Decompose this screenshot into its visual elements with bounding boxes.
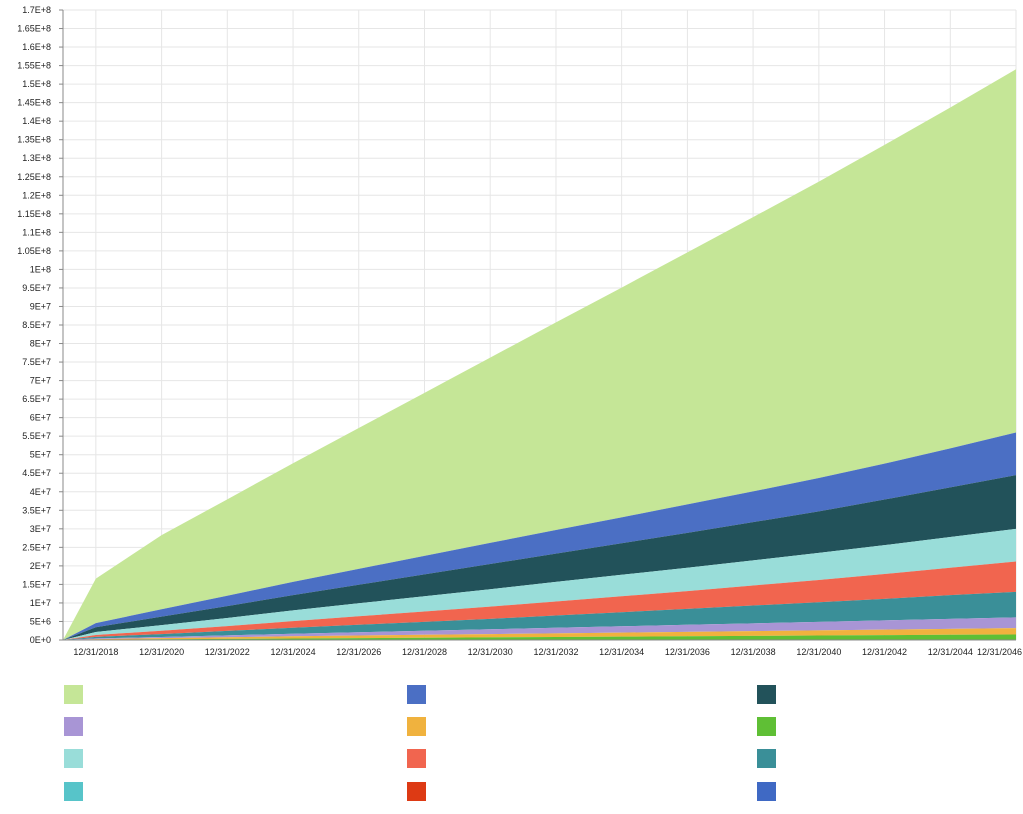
- legend-item-6: [407, 749, 426, 768]
- y-tick-label: 1.4E+8: [22, 116, 51, 126]
- y-tick-label: 1.5E+8: [22, 79, 51, 89]
- x-tick-label: 12/31/2018: [73, 647, 118, 657]
- legend-item-9: [64, 717, 83, 736]
- y-tick-label: 1.65E+8: [17, 24, 51, 34]
- legend-item-11: [757, 782, 776, 801]
- legend-item-10: [407, 717, 426, 736]
- area-series-4: [63, 528, 1016, 640]
- y-tick-label: 9.5E+7: [22, 283, 51, 293]
- legend-swatch: [64, 717, 83, 736]
- x-tick-label: 12/31/2024: [271, 647, 316, 657]
- legend-swatch: [757, 717, 776, 736]
- legend-item-4: [64, 749, 83, 768]
- legend-swatch: [64, 685, 83, 704]
- y-tick-label: 1.3E+8: [22, 153, 51, 163]
- y-tick-label: 1.7E+8: [22, 5, 51, 15]
- y-tick-label: 1.45E+8: [17, 98, 51, 108]
- y-tick-label: 2E+7: [30, 561, 51, 571]
- stacked-area-chart: 0E+0 5E+6 1E+7 1.5E+7 2E+7 2.5E+7 3E+7 3.5E+7 4E…: [17, 5, 1022, 657]
- legend-swatch: [757, 782, 776, 801]
- x-tick-label: 12/31/2038: [731, 647, 776, 657]
- x-tick-label: 12/31/2036: [665, 647, 710, 657]
- legend-swatch: [407, 685, 426, 704]
- y-tick-label: 7E+7: [30, 376, 51, 386]
- y-tick-label: 6E+7: [30, 413, 51, 423]
- y-tick-label: 1.55E+8: [17, 61, 51, 71]
- y-tick-label: 4.5E+7: [22, 468, 51, 478]
- y-tick-label: 5E+6: [30, 616, 51, 626]
- y-tick-label: 4E+7: [30, 487, 51, 497]
- legend-swatch: [64, 749, 83, 768]
- x-tick-label: 12/31/2026: [336, 647, 381, 657]
- y-tick-label: 1E+8: [30, 264, 51, 274]
- area-series-12: [63, 634, 1016, 640]
- legend-swatch: [407, 782, 426, 801]
- y-tick-label: 8.5E+7: [22, 320, 51, 330]
- y-axis-tick-labels: 0E+0 5E+6 1E+7 1.5E+7 2E+7 2.5E+7 3E+7 3.5E+7 4E…: [17, 5, 63, 645]
- y-tick-label: 1.2E+8: [22, 190, 51, 200]
- y-tick-label: 1.5E+7: [22, 579, 51, 589]
- area-series-1: [63, 69, 1016, 641]
- legend-item-5: [407, 782, 426, 801]
- y-tick-label: 6.5E+7: [22, 394, 51, 404]
- area-series-9: [63, 617, 1016, 640]
- y-tick-label: 3.5E+7: [22, 505, 51, 515]
- x-tick-label: 12/31/2028: [402, 647, 447, 657]
- y-tick-label: 7.5E+7: [22, 357, 51, 367]
- legend-swatch: [757, 685, 776, 704]
- x-tick-label: 12/31/2046: [977, 647, 1022, 657]
- x-axis-tick-labels: 12/31/2018 12/31/2020 12/31/2022 12/31/2024…: [73, 647, 1022, 657]
- x-tick-label: 12/31/2040: [796, 647, 841, 657]
- legend-swatch: [407, 749, 426, 768]
- legend: [0, 675, 1023, 805]
- legend-item-8: [64, 782, 83, 801]
- area-series-group: [63, 69, 1016, 641]
- area-series-3: [63, 475, 1016, 640]
- y-tick-label: 5E+7: [30, 450, 51, 460]
- y-tick-label: 0E+0: [30, 635, 51, 645]
- x-tick-label: 12/31/2032: [533, 647, 578, 657]
- y-tick-label: 1.05E+8: [17, 246, 51, 256]
- legend-item-12: [757, 717, 776, 736]
- y-tick-label: 2.5E+7: [22, 542, 51, 552]
- x-tick-label: 12/31/2034: [599, 647, 644, 657]
- legend-item-2: [407, 685, 426, 704]
- x-tick-label: 12/31/2042: [862, 647, 907, 657]
- area-series-2: [63, 432, 1016, 640]
- x-tick-label: 12/31/2022: [205, 647, 250, 657]
- y-tick-label: 1.15E+8: [17, 209, 51, 219]
- y-tick-label: 1E+7: [30, 598, 51, 608]
- legend-item-1: [64, 685, 83, 704]
- y-tick-label: 8E+7: [30, 339, 51, 349]
- y-tick-label: 1.1E+8: [22, 227, 51, 237]
- legend-swatch: [407, 717, 426, 736]
- x-tick-label: 12/31/2044: [928, 647, 973, 657]
- y-tick-label: 3E+7: [30, 524, 51, 534]
- area-series-7: [63, 591, 1016, 640]
- y-tick-label: 1.35E+8: [17, 135, 51, 145]
- y-tick-label: 1.25E+8: [17, 172, 51, 182]
- y-tick-label: 9E+7: [30, 301, 51, 311]
- legend-swatch: [64, 782, 83, 801]
- y-tick-label: 5.5E+7: [22, 431, 51, 441]
- legend-item-7: [757, 749, 776, 768]
- y-tick-label: 1.6E+8: [22, 42, 51, 52]
- x-tick-label: 12/31/2020: [139, 647, 184, 657]
- legend-swatch: [757, 749, 776, 768]
- legend-item-3: [757, 685, 776, 704]
- area-series-10: [63, 628, 1016, 640]
- x-tick-label: 12/31/2030: [468, 647, 513, 657]
- area-series-6: [63, 561, 1016, 640]
